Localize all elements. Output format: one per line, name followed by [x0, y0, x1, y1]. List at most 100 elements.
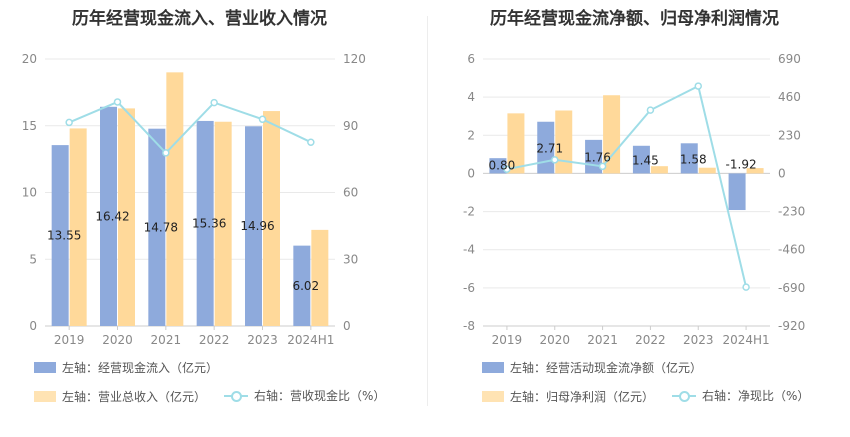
right-axis-tick: 90	[343, 119, 358, 133]
bar-secondary-2019	[507, 113, 525, 174]
legend-swatch-blue	[34, 362, 56, 373]
bar-secondary-2023	[698, 167, 716, 174]
ratio-point-2021	[598, 162, 607, 171]
left-axis-tick: 20	[22, 52, 37, 66]
legend-swatch-blue	[482, 362, 504, 373]
bar-primary-2024h1	[728, 173, 746, 211]
bar-secondary-2020	[118, 108, 135, 327]
bar-primary-2023	[245, 126, 262, 326]
right-chart: -8 -6 -4 -2 0 2 4 6 -920 -690 -460 -230 0 230 460 690 20…	[463, 52, 805, 347]
right-chart-title: 历年经营现金流净额、归母净利润情况	[490, 9, 779, 29]
left-axis-tick: 0	[467, 166, 475, 180]
right-axis-tick: 0	[778, 166, 786, 180]
data-label: 15.36	[192, 216, 226, 230]
left-axis-tick: 0	[29, 319, 37, 333]
legend-item-revenue[interactable]: 左轴：营业总收入（亿元）	[34, 388, 206, 405]
data-label: 6.02	[292, 279, 319, 293]
left-axis-tick: 4	[467, 90, 475, 104]
data-label: 14.96	[240, 219, 274, 233]
ratio-point-2022	[210, 98, 218, 107]
ratio-line	[68, 100, 312, 155]
bar-secondary-2024h1	[746, 168, 764, 174]
legend-label-cash-ratio: 右轴：营收现金比（%）	[254, 389, 386, 403]
legend-item-net-profit[interactable]: 左轴：归母净利润（亿元）	[482, 388, 654, 405]
legend-item-cash-inflow[interactable]: 左轴：经营现金流入（亿元）	[34, 359, 218, 376]
ratio-line	[506, 84, 748, 288]
x-axis-tick: 2020	[102, 333, 133, 347]
ratio-point-2024h1	[742, 283, 750, 291]
right-axis-tick: 120	[343, 52, 366, 66]
legend-label-revenue: 左轴：营业总收入（亿元）	[62, 389, 207, 404]
data-label: 13.55	[47, 229, 81, 243]
bar-primary-2022	[632, 145, 650, 174]
data-label: 1.76	[584, 151, 611, 165]
right-legend: 左轴：经营活动现金流净额（亿元） 左轴：归母净利润（亿元） 右轴：净现比（%）	[482, 359, 827, 405]
panel-divider	[427, 16, 428, 406]
ratio-point-2020	[551, 156, 559, 164]
right-axis-tick: -230	[778, 205, 805, 219]
bar-primary-2020	[100, 106, 117, 326]
bar-primary-2022	[196, 120, 214, 326]
x-axis-tick: 2021	[587, 333, 618, 347]
legend-line-marker-icon	[672, 390, 697, 402]
bar-secondary-2020	[555, 110, 573, 174]
x-axis-tick: 2019	[54, 333, 85, 347]
ratio-point-2022	[646, 106, 655, 114]
right-axis-tick: -920	[778, 319, 805, 333]
legend-label-net-profit: 左轴：归母净利润（亿元）	[510, 389, 655, 404]
legend-item-net-cash-ratio[interactable]: 右轴：净现比（%）	[672, 387, 809, 404]
x-axis-tick: 2019	[492, 333, 523, 347]
bar-secondary-2021	[166, 72, 184, 326]
bar-secondary-2021	[603, 95, 621, 174]
bar-primary-2023	[680, 143, 698, 174]
right-axis-tick: 0	[343, 319, 351, 333]
x-axis-tick: 2023	[247, 333, 278, 347]
bar-primary-2021	[148, 128, 166, 326]
data-label: 0.80	[489, 158, 516, 172]
legend-label-net-cash-flow: 左轴：经营活动现金流净额（亿元）	[510, 361, 703, 375]
ratio-point-2019	[65, 118, 73, 127]
right-axis-tick: 460	[778, 90, 801, 104]
legend-label-cash-inflow: 左轴：经营现金流入（亿元）	[62, 361, 219, 375]
legend-item-net-cash-flow[interactable]: 左轴：经营活动现金流净额（亿元）	[482, 359, 702, 376]
left-axis-tick: -6	[463, 281, 475, 295]
bar-secondary-2022	[650, 166, 668, 174]
x-axis-tick: 2022	[635, 333, 666, 347]
legend-swatch-yellow	[482, 390, 504, 402]
x-axis-tick: 2022	[199, 333, 230, 347]
bar-primary-2019	[489, 158, 507, 174]
data-label: 2.71	[536, 142, 563, 156]
right-axis-tick: 30	[343, 252, 358, 266]
right-axis-tick: 230	[778, 128, 801, 142]
left-legend: 左轴：经营现金流入（亿元） 左轴：营业总收入（亿元） 右轴：营收现金比（%）	[34, 359, 403, 405]
x-axis-tick: 2024H1	[287, 333, 334, 347]
ratio-point-2019	[503, 165, 511, 173]
ratio-point-2024h1	[307, 138, 315, 146]
data-label: 1.58	[680, 152, 707, 166]
data-label: 1.45	[632, 154, 659, 168]
right-axis-tick: 60	[343, 186, 358, 200]
left-chart-title: 历年经营现金流入、营业收入情况	[72, 9, 327, 29]
bar-secondary-2024h1	[311, 229, 329, 326]
legend-line-marker-icon	[224, 390, 249, 402]
bar-secondary-2019	[69, 128, 87, 326]
right-axis-tick: 690	[778, 52, 801, 66]
bar-primary-2019	[51, 145, 69, 326]
left-axis-tick: 6	[467, 52, 475, 66]
left-axis-tick: -2	[463, 205, 475, 219]
right-axis-tick: -460	[778, 243, 805, 257]
left-axis-tick: -4	[463, 243, 475, 257]
left-axis-tick: 10	[22, 186, 37, 200]
ratio-point-2020	[113, 98, 122, 106]
left-axis-tick: 15	[22, 119, 37, 133]
left-axis-tick: 2	[467, 128, 475, 142]
right-axis-tick: -690	[778, 281, 805, 295]
ratio-point-2023	[694, 82, 702, 90]
legend-swatch-yellow	[34, 390, 56, 402]
left-axis-tick: -8	[463, 319, 475, 333]
ratio-point-2021	[162, 149, 170, 157]
legend-item-cash-ratio[interactable]: 右轴：营收现金比（%）	[224, 387, 385, 404]
data-label: 14.78	[144, 220, 178, 234]
legend-label-net-cash-ratio: 右轴：净现比（%）	[702, 389, 810, 403]
